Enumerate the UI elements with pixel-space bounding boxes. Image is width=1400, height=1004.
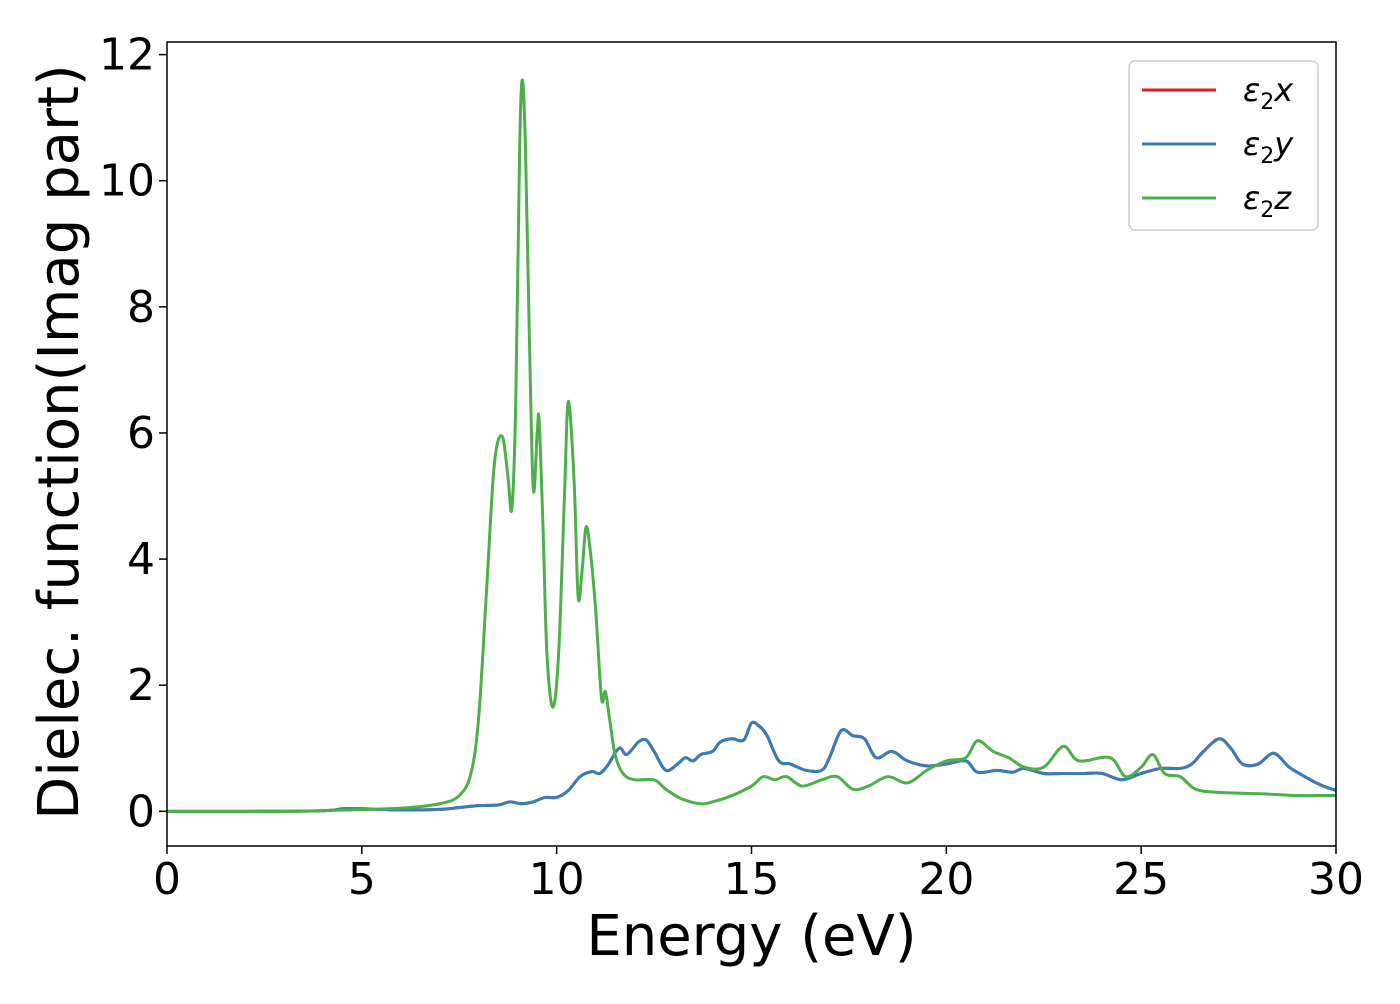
x-tick-label: 0 bbox=[153, 854, 181, 905]
y-tick-label: 6 bbox=[127, 408, 155, 459]
y-tick-label: 2 bbox=[127, 660, 155, 711]
legend-label-z: ε2z bbox=[1243, 179, 1292, 223]
y-axis-title: Dielec. function(Imag part) bbox=[27, 64, 92, 820]
x-axis-title: Energy (eV) bbox=[586, 904, 916, 969]
y-tick-label: 12 bbox=[99, 30, 155, 81]
x-axis: 0 5 10 15 20 25 30 bbox=[153, 846, 1364, 905]
x-tick-label: 15 bbox=[724, 854, 780, 905]
x-tick-label: 20 bbox=[918, 854, 974, 905]
legend-box bbox=[1128, 60, 1319, 231]
y-tick-label: 8 bbox=[127, 282, 155, 333]
y-axis: 0 2 4 6 8 10 12 bbox=[99, 30, 167, 837]
legend-label-y: ε2y bbox=[1243, 125, 1294, 169]
x-tick-label: 25 bbox=[1113, 854, 1169, 905]
y-tick-label: 4 bbox=[127, 534, 155, 585]
series-line-y bbox=[167, 720, 1336, 813]
series-line-z bbox=[167, 78, 1336, 813]
x-tick-label: 10 bbox=[529, 854, 585, 905]
legend-label-x: ε2x bbox=[1243, 71, 1294, 115]
legend: ε2x ε2y ε2z bbox=[1128, 60, 1319, 231]
y-tick-label: 10 bbox=[99, 156, 155, 207]
series-layer bbox=[167, 78, 1336, 813]
x-tick-label: 30 bbox=[1308, 854, 1364, 905]
y-tick-label: 0 bbox=[127, 786, 155, 837]
x-tick-label: 5 bbox=[348, 854, 376, 905]
